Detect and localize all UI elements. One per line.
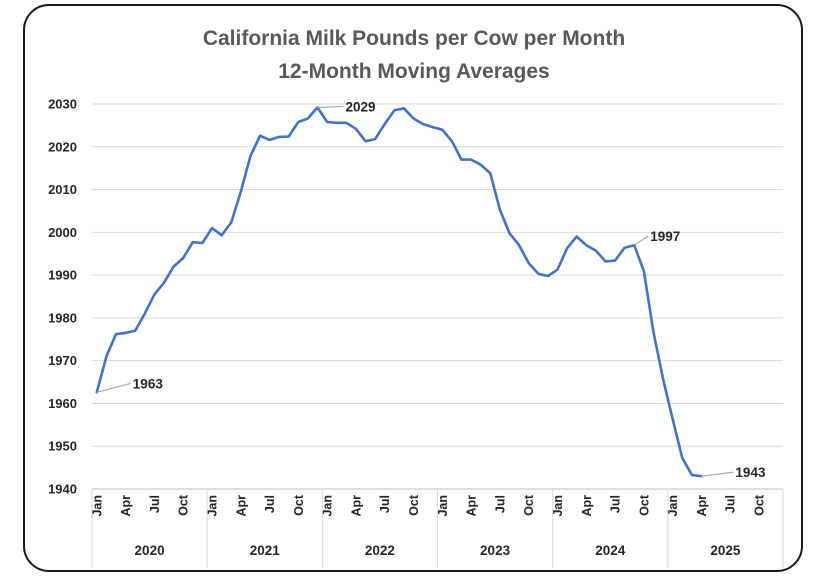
y-tick-label: 1970 xyxy=(48,353,77,368)
leader-line xyxy=(701,471,734,477)
leader-line xyxy=(96,382,131,393)
x-tick-label: Jan xyxy=(90,495,104,517)
year-label: 2022 xyxy=(365,543,395,558)
data-label: 1963 xyxy=(133,376,164,391)
data-label: 1943 xyxy=(735,465,766,480)
x-tick-label: Apr xyxy=(695,495,709,517)
y-tick-label: 1950 xyxy=(48,439,77,454)
year-label: 2021 xyxy=(250,543,281,558)
year-label: 2023 xyxy=(480,543,511,558)
x-tick-label: Jan xyxy=(666,495,680,517)
x-axis: Jan Apr Jul Oct Jan Apr Jul Oct Jan Apr Jul Oct Jan A… xyxy=(90,488,784,568)
chart-frame xyxy=(23,4,803,572)
x-tick-label: Apr xyxy=(465,495,479,517)
chart-title: California Milk Pounds per Cow per Month xyxy=(203,27,625,50)
x-tick-label: Oct xyxy=(407,494,421,516)
x-tick-label: Jul xyxy=(493,495,507,513)
x-tick-label: Jan xyxy=(436,495,450,517)
x-tick-label: Jul xyxy=(609,495,623,513)
x-tick-label: Oct xyxy=(637,494,651,516)
series-line xyxy=(95,106,703,478)
x-tick-label: Jan xyxy=(321,495,335,517)
y-tick-label: 1990 xyxy=(48,268,77,283)
x-tick-label: Apr xyxy=(234,495,248,517)
x-tick-label: Jul xyxy=(148,495,162,513)
x-tick-label: Oct xyxy=(522,494,536,516)
y-tick-label: 2000 xyxy=(48,225,77,240)
x-tick-label: Jan xyxy=(551,495,565,517)
y-tick-label: 2010 xyxy=(48,182,77,197)
x-tick-label: Oct xyxy=(292,494,306,516)
year-label: 2020 xyxy=(135,543,165,558)
x-tick-label: Oct xyxy=(753,494,767,516)
data-label: 2029 xyxy=(346,99,376,114)
y-axis: 1940 1950 1960 1970 1980 1990 2000 2010 2020 2030 xyxy=(48,97,77,497)
leader-line xyxy=(633,235,649,246)
year-label: 2025 xyxy=(710,543,741,558)
y-tick-label: 2020 xyxy=(48,139,77,154)
x-tick-label: Apr xyxy=(580,495,594,517)
leader-line xyxy=(317,105,344,109)
y-tick-label: 1940 xyxy=(48,482,77,497)
x-tick-label: Jul xyxy=(724,495,738,513)
x-tick-label: Oct xyxy=(177,494,191,516)
chart-subtitle: 12-Month Moving Averages xyxy=(278,60,549,83)
x-tick-label: Jan xyxy=(205,495,219,517)
year-label: 2024 xyxy=(595,543,626,558)
series-path xyxy=(95,106,703,478)
x-tick-label: Apr xyxy=(349,495,363,517)
data-label: 1997 xyxy=(650,229,680,244)
x-tick-label: Jul xyxy=(378,495,392,513)
y-tick-label: 1960 xyxy=(48,396,77,411)
y-tick-label: 1980 xyxy=(48,310,77,325)
gridlines xyxy=(92,103,783,490)
data-labels: 1963 2029 1997 1943 xyxy=(96,99,766,480)
x-tick-label: Apr xyxy=(119,495,133,517)
x-tick-label: Jul xyxy=(263,495,277,513)
y-tick-label: 2030 xyxy=(48,97,77,112)
